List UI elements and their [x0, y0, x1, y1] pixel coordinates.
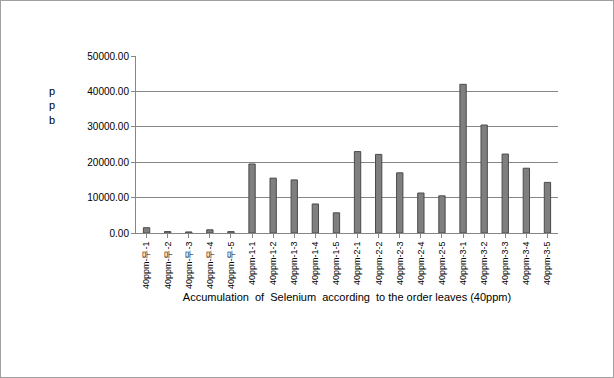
- svg-text:30000.00: 30000.00: [87, 121, 129, 132]
- svg-text:40ppm-3-5: 40ppm-3-5: [542, 242, 552, 286]
- svg-text:40ppm-2-1: 40ppm-2-1: [352, 242, 362, 286]
- svg-text:40ppm-1-2: 40ppm-1-2: [268, 242, 278, 286]
- svg-text:40ppm-3-2: 40ppm-3-2: [479, 242, 489, 286]
- svg-text:40ppm-3-3: 40ppm-3-3: [500, 242, 510, 286]
- svg-text:40ppm-무-2: 40ppm-무-2: [163, 242, 173, 290]
- svg-text:ppb: ppb: [49, 85, 55, 126]
- svg-text:40ppm-1-5: 40ppm-1-5: [331, 242, 341, 286]
- svg-text:40ppm-무-3: 40ppm-무-3: [184, 242, 194, 290]
- svg-text:0.00: 0.00: [110, 228, 130, 239]
- svg-text:40ppm-2-2: 40ppm-2-2: [374, 242, 384, 286]
- svg-text:40ppm-1-1: 40ppm-1-1: [247, 242, 257, 286]
- svg-text:40ppm-2-3: 40ppm-2-3: [395, 242, 405, 286]
- svg-text:20000.00: 20000.00: [87, 157, 129, 168]
- svg-text:40ppm-1-4: 40ppm-1-4: [310, 242, 320, 286]
- svg-text:40ppm-2-5: 40ppm-2-5: [437, 242, 447, 286]
- svg-text:Accumulation of Selenium ac: Accumulation of Selenium according to th…: [183, 291, 511, 303]
- svg-text:40ppm-무-4: 40ppm-무-4: [205, 242, 215, 290]
- svg-text:50000.00: 50000.00: [87, 51, 129, 62]
- svg-text:40ppm-3-1: 40ppm-3-1: [458, 242, 468, 286]
- svg-text:40ppm-무-5: 40ppm-무-5: [226, 242, 236, 290]
- svg-text:10000.00: 10000.00: [87, 192, 129, 203]
- svg-text:40ppm-1-3: 40ppm-1-3: [289, 242, 299, 286]
- svg-text:40ppm-3-4: 40ppm-3-4: [521, 242, 531, 286]
- svg-text:40000.00: 40000.00: [87, 86, 129, 97]
- svg-text:40ppm-2-4: 40ppm-2-4: [416, 242, 426, 286]
- svg-text:40ppm-무-1: 40ppm-무-1: [141, 242, 151, 290]
